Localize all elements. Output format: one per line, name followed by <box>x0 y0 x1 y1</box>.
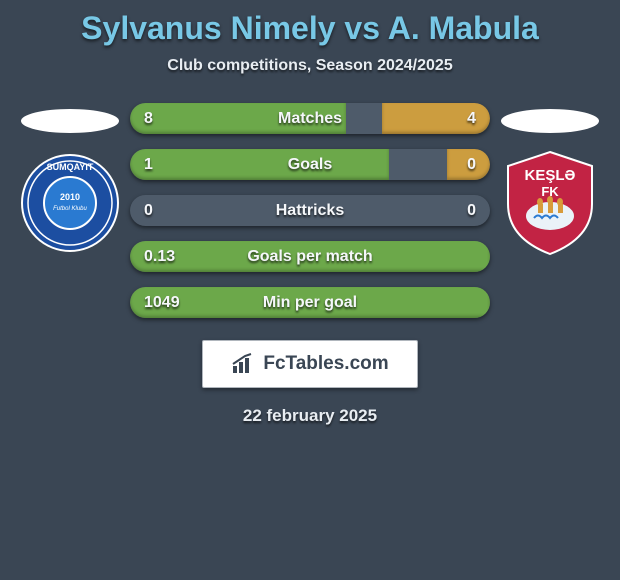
right-platform <box>501 109 599 133</box>
main-row: 2010 Futbol Klubu SUMQAYIT 84Matches 10Go… <box>0 103 620 318</box>
svg-text:2010: 2010 <box>60 192 80 202</box>
svg-text:SUMQAYIT: SUMQAYIT <box>47 162 94 172</box>
stat-label: Goals per match <box>130 241 490 272</box>
footer-brand-badge: FcTables.com <box>202 340 418 388</box>
stat-row: 1049Min per goal <box>130 287 490 318</box>
stat-label: Hattricks <box>130 195 490 226</box>
date-text: 22 february 2025 <box>243 406 377 426</box>
svg-text:Futbol Klubu: Futbol Klubu <box>53 206 87 212</box>
left-column: 2010 Futbol Klubu SUMQAYIT <box>10 103 130 253</box>
team-left-badge: 2010 Futbol Klubu SUMQAYIT <box>20 153 120 253</box>
team-right-badge: KEŞLƏ FK <box>500 153 600 253</box>
kesla-badge-icon: KEŞLƏ FK <box>500 148 600 258</box>
stat-label: Goals <box>130 149 490 180</box>
stat-label: Matches <box>130 103 490 134</box>
comparison-card: Sylvanus Nimely vs A. Mabula Club compet… <box>0 0 620 426</box>
footer-brand-text: FcTables.com <box>263 353 388 375</box>
stat-row: 84Matches <box>130 103 490 134</box>
stat-label: Min per goal <box>130 287 490 318</box>
stat-row: 0.13Goals per match <box>130 241 490 272</box>
right-column: KEŞLƏ FK <box>490 103 610 253</box>
sumqayit-badge-icon: 2010 Futbol Klubu SUMQAYIT <box>20 153 120 253</box>
stat-row: 10Goals <box>130 149 490 180</box>
page-title: Sylvanus Nimely vs A. Mabula <box>81 10 539 47</box>
chart-icon <box>231 353 257 375</box>
stat-row: 00Hattricks <box>130 195 490 226</box>
subtitle: Club competitions, Season 2024/2025 <box>167 57 452 75</box>
left-platform <box>21 109 119 133</box>
svg-text:KEŞLƏ: KEŞLƏ <box>525 167 576 184</box>
stats-column: 84Matches 10Goals 00Hattricks 0.13Goals per… <box>130 103 490 318</box>
